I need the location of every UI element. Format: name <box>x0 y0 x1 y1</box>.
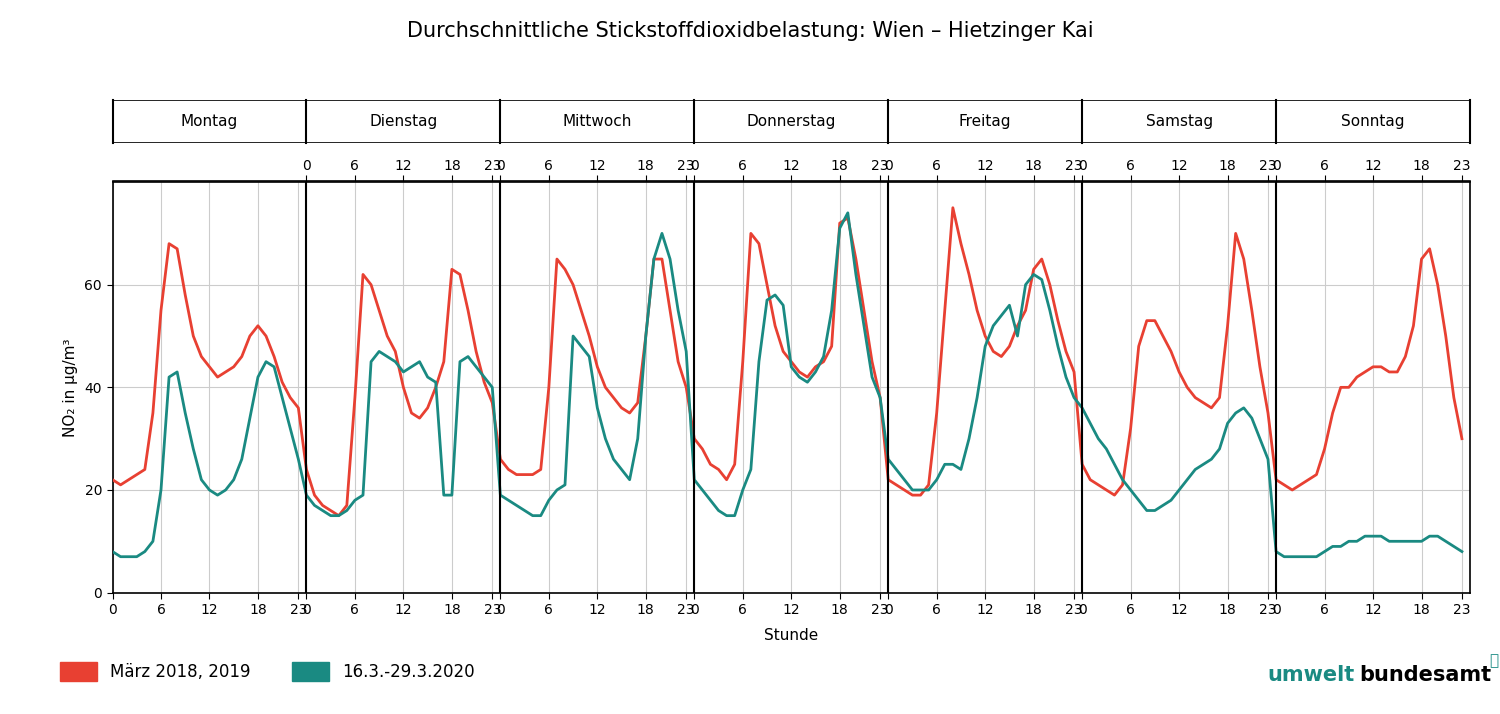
Text: umwelt: umwelt <box>1268 665 1354 685</box>
Text: Montag: Montag <box>182 114 238 129</box>
Legend: März 2018, 2019, 16.3.-29.3.2020: März 2018, 2019, 16.3.-29.3.2020 <box>54 655 482 688</box>
Text: Dienstag: Dienstag <box>369 114 438 129</box>
Y-axis label: NO₂ in μg/m³: NO₂ in μg/m³ <box>63 338 78 436</box>
Text: Sonntag: Sonntag <box>1341 114 1406 129</box>
Text: Donnerstag: Donnerstag <box>747 114 836 129</box>
Text: Mittwoch: Mittwoch <box>562 114 632 129</box>
X-axis label: Stunde: Stunde <box>764 628 819 643</box>
Text: Freitag: Freitag <box>958 114 1011 129</box>
Text: Ⓤ: Ⓤ <box>1490 653 1498 668</box>
Text: Durchschnittliche Stickstoffdioxidbelastung: Wien – Hietzinger Kai: Durchschnittliche Stickstoffdioxidbelast… <box>406 21 1094 41</box>
Text: bundesamt: bundesamt <box>1359 665 1491 685</box>
Text: Samstag: Samstag <box>1146 114 1212 129</box>
